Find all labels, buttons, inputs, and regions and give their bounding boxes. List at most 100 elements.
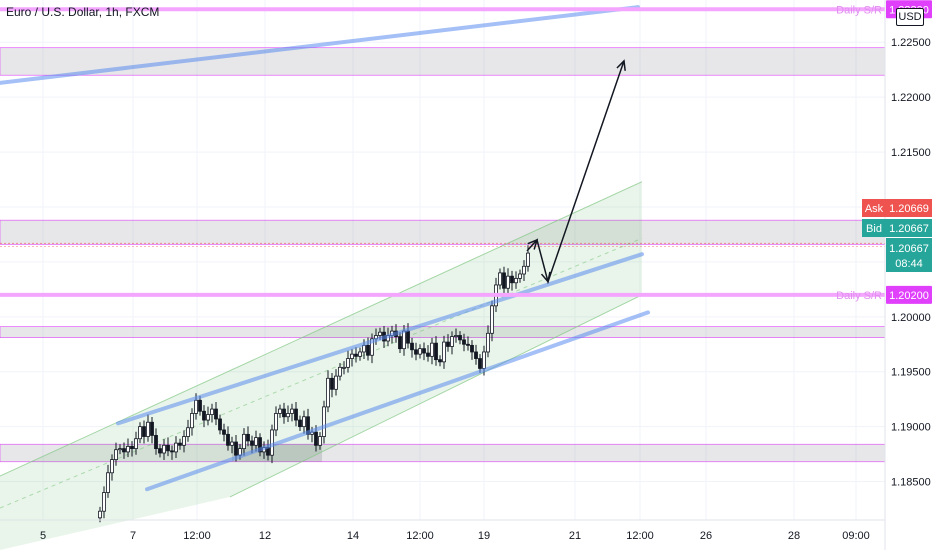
sr-level-label: Daily S/R bbox=[836, 290, 882, 302]
trendline bbox=[0, 5, 640, 85]
candle-body bbox=[210, 408, 214, 415]
candle-body bbox=[222, 429, 226, 435]
candle-body bbox=[122, 448, 126, 453]
trendline bbox=[116, 252, 644, 426]
candle-body bbox=[170, 450, 174, 453]
price-axis[interactable]: 1.225001.220001.215001.210001.205001.200… bbox=[884, 0, 931, 550]
channel-lower bbox=[229, 294, 643, 498]
bid-label: Bid bbox=[866, 223, 882, 235]
candle-body bbox=[290, 408, 294, 414]
candle-body bbox=[178, 442, 182, 446]
x-tick-label: 12:00 bbox=[626, 530, 654, 542]
candle-body bbox=[274, 413, 278, 431]
bar-countdown: 08:44 bbox=[895, 258, 923, 270]
horizontal-levels: Daily S/R Daily S/R bbox=[0, 4, 885, 302]
bid-value: 1.20667 bbox=[889, 223, 929, 235]
candle-body bbox=[378, 331, 382, 336]
ask-value-bg bbox=[886, 199, 932, 217]
candle-body bbox=[458, 335, 462, 341]
projection-arrowhead bbox=[616, 59, 626, 71]
candle-body bbox=[430, 342, 434, 357]
trendlines bbox=[0, 5, 650, 492]
candle-body bbox=[98, 510, 102, 519]
candle-body bbox=[278, 408, 282, 414]
y-tick-label: 1.20000 bbox=[891, 312, 931, 324]
candle-body bbox=[126, 446, 130, 453]
sr-level-tag bbox=[886, 285, 932, 304]
currency-button[interactable]: USD bbox=[896, 8, 924, 26]
candle-body bbox=[330, 377, 334, 390]
candle-body bbox=[138, 426, 142, 440]
candle-body bbox=[490, 305, 494, 334]
candle-body bbox=[434, 342, 438, 361]
candle-body bbox=[470, 344, 474, 353]
candle-body bbox=[214, 408, 218, 420]
channel-fill bbox=[0, 181, 642, 550]
y-tick-label: 1.21500 bbox=[891, 147, 931, 159]
candle-body bbox=[418, 348, 422, 355]
candle-body bbox=[158, 448, 162, 454]
projection-arrowhead bbox=[527, 238, 539, 250]
ask-label-bg bbox=[862, 199, 886, 217]
candle-body bbox=[426, 352, 430, 357]
zone bbox=[0, 219, 886, 245]
candle-body bbox=[318, 436, 322, 446]
x-tick-label: 12 bbox=[259, 530, 271, 542]
candle-body bbox=[114, 449, 118, 460]
projection-path bbox=[526, 59, 626, 285]
candle-body bbox=[354, 353, 358, 357]
y-tick-label: 1.22500 bbox=[891, 37, 931, 49]
candle-body bbox=[190, 413, 194, 429]
candle-body bbox=[406, 330, 410, 344]
candle-body bbox=[230, 441, 234, 446]
candle-body bbox=[146, 421, 150, 437]
candle-body bbox=[130, 446, 134, 450]
candle-body bbox=[314, 431, 318, 446]
ask-value: 1.20669 bbox=[889, 203, 929, 215]
candle-body bbox=[258, 437, 262, 453]
candle-body bbox=[446, 341, 450, 347]
candle-body bbox=[282, 408, 286, 418]
zones bbox=[0, 47, 886, 463]
candle-body bbox=[370, 338, 374, 356]
candle-body bbox=[482, 351, 486, 369]
candle-body bbox=[442, 341, 446, 363]
candle-body bbox=[286, 413, 290, 418]
candle-body bbox=[202, 410, 206, 421]
candle-body bbox=[498, 272, 502, 286]
consolidation-box bbox=[232, 444, 322, 462]
x-tick-label: 28 bbox=[788, 530, 800, 542]
candle-body bbox=[522, 265, 526, 275]
time-axis[interactable]: 5 7 12:00 12 14 12:00 19 21 12:00 26 28 09:00 bbox=[0, 519, 885, 542]
candle-body bbox=[414, 349, 418, 355]
chart-title: Euro / U.S. Dollar, 1h, FXCM bbox=[6, 5, 160, 19]
channel-upper bbox=[0, 181, 643, 477]
candle-body bbox=[450, 336, 454, 347]
candle-body bbox=[186, 427, 190, 437]
candle-body bbox=[518, 273, 522, 279]
candle-body bbox=[462, 339, 466, 345]
candle-body bbox=[150, 421, 154, 436]
candle-body bbox=[174, 442, 178, 453]
candle-body bbox=[182, 436, 186, 446]
candle-body bbox=[106, 472, 110, 493]
candle-body bbox=[134, 438, 138, 450]
candle-body bbox=[478, 358, 482, 369]
y-tick-label: 1.19500 bbox=[891, 367, 931, 379]
candle-body bbox=[358, 351, 362, 357]
candle-body bbox=[326, 377, 330, 408]
projection-line bbox=[526, 60, 625, 285]
candle-body bbox=[118, 448, 122, 451]
x-tick-label: 14 bbox=[347, 530, 359, 542]
candle-body bbox=[510, 275, 514, 284]
candle-body bbox=[422, 348, 426, 354]
candle-body bbox=[366, 344, 370, 356]
candle-body bbox=[350, 353, 354, 359]
channel bbox=[0, 181, 643, 550]
last-price-bg bbox=[886, 238, 932, 272]
y-tick-label: 1.22000 bbox=[891, 92, 931, 104]
candle-body bbox=[102, 492, 106, 512]
candle-body bbox=[342, 366, 346, 369]
